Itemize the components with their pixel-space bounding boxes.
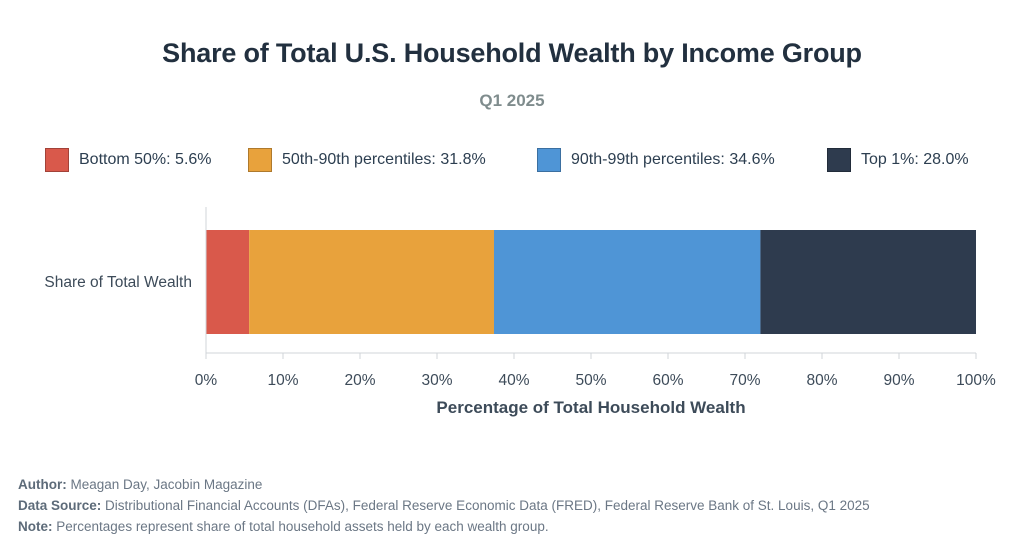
footer-author-value: Meagan Day, Jacobin Magazine <box>70 477 263 492</box>
bar-segments <box>206 230 976 334</box>
legend-item-90th-99th[interactable]: 90th-99th percentiles: 34.6% <box>537 146 775 174</box>
x-tick-label: 0% <box>195 372 218 389</box>
legend-swatch <box>537 148 561 172</box>
x-tick-label: 50% <box>575 372 606 389</box>
footer-source-value: Distributional Financial Accounts (DFAs)… <box>105 498 870 513</box>
bar-segment-top-1[interactable] <box>760 230 976 334</box>
legend-label: Top 1%: 28.0% <box>861 151 969 168</box>
legend-label: 50th-90th percentiles: 31.8% <box>282 151 486 168</box>
x-tick-label: 60% <box>652 372 683 389</box>
stacked-bar-chart: 0% 10% 20% 30% 40% 50% 60% 70% 80% 90% 100% Share … <box>0 195 1024 435</box>
legend-item-top-1[interactable]: Top 1%: 28.0% <box>827 146 969 174</box>
chart-svg: 0% 10% 20% 30% 40% 50% 60% 70% 80% 90% 100% Share … <box>44 207 996 417</box>
x-tick-label: 20% <box>344 372 375 389</box>
footer-source-label: Data Source: <box>18 498 102 513</box>
legend-swatch <box>45 148 69 172</box>
footer-note-value: Percentages represent share of total hou… <box>56 519 549 534</box>
x-tick-label: 10% <box>267 372 298 389</box>
category-label: Share of Total Wealth <box>44 274 192 291</box>
bar-segment-bottom-50[interactable] <box>206 230 250 334</box>
x-tick-label: 90% <box>883 372 914 389</box>
legend-swatch <box>827 148 851 172</box>
chart-subtitle: Q1 2025 <box>479 91 545 110</box>
footer-note: Note: Percentages represent share of tot… <box>18 516 1008 537</box>
footer-note-label: Note: <box>18 519 53 534</box>
chart-footer: Author: Meagan Day, Jacobin Magazine Dat… <box>18 474 1008 537</box>
bar-segment-90th-99th-percentiles[interactable] <box>493 230 761 334</box>
chart-title: Share of Total U.S. Household Wealth by … <box>162 38 862 68</box>
x-tick-label: 80% <box>806 372 837 389</box>
x-tick-label: 30% <box>421 372 452 389</box>
x-tick-label: 40% <box>498 372 529 389</box>
x-tick-label: 70% <box>729 372 760 389</box>
footer-author-label: Author: <box>18 477 67 492</box>
footer-source: Data Source: Distributional Financial Ac… <box>18 495 1008 516</box>
legend: Bottom 50%: 5.6% 50th-90th percentiles: … <box>0 146 1024 174</box>
legend-item-bottom-50[interactable]: Bottom 50%: 5.6% <box>45 146 212 174</box>
x-tick-label: 100% <box>956 372 996 389</box>
legend-label: Bottom 50%: 5.6% <box>79 151 212 168</box>
legend-swatch <box>248 148 272 172</box>
bar-segment-50th-90th-percentiles[interactable] <box>249 230 494 334</box>
x-ticks: 0% 10% 20% 30% 40% 50% 60% 70% 80% 90% 100% <box>195 353 996 389</box>
footer-author: Author: Meagan Day, Jacobin Magazine <box>18 474 1008 495</box>
legend-item-50th-90th[interactable]: 50th-90th percentiles: 31.8% <box>248 146 486 174</box>
legend-label: 90th-99th percentiles: 34.6% <box>571 151 775 168</box>
x-axis-title: Percentage of Total Household Wealth <box>436 398 745 417</box>
